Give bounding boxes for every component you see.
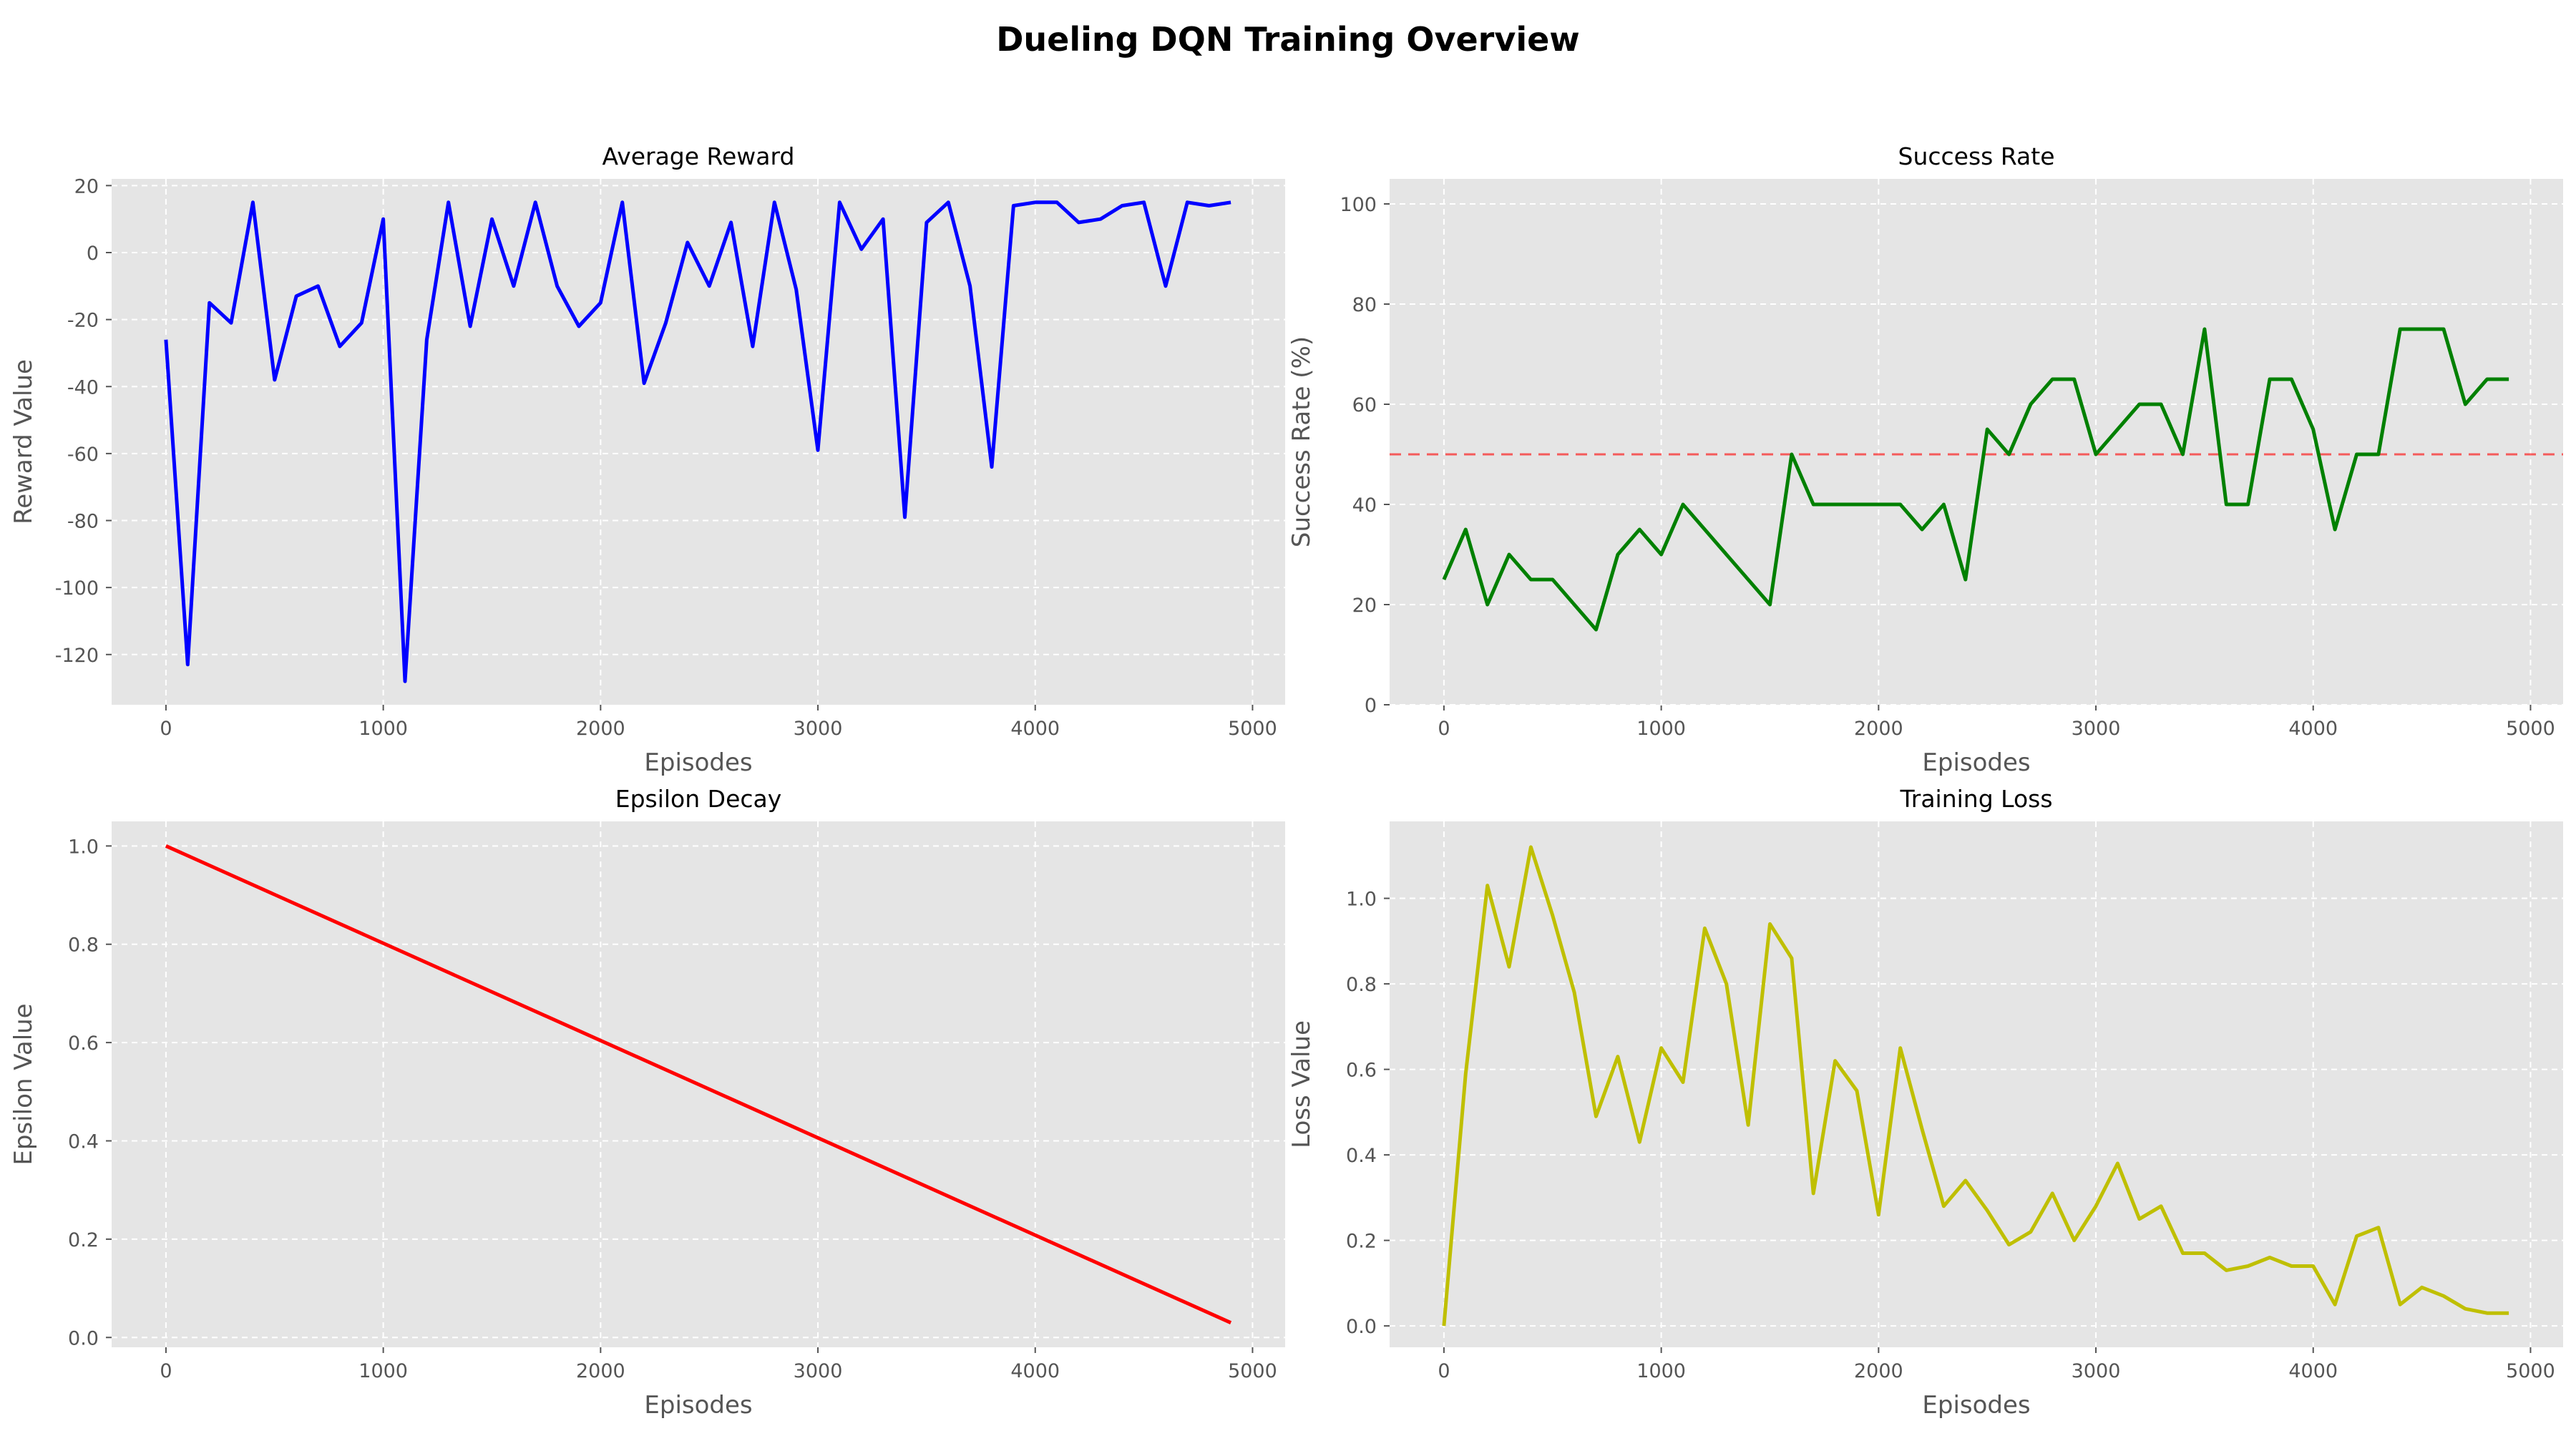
x-tick-label: 0	[1438, 718, 1450, 740]
x-tick-label: 1000	[358, 718, 408, 740]
y-tick-label: -40	[67, 376, 99, 399]
x-tick-label: 1000	[1636, 1360, 1686, 1382]
series-line	[164, 200, 1231, 683]
x-tick-label: 3000	[2072, 1360, 2121, 1382]
x-tick-label: 5000	[1228, 1360, 1277, 1382]
y-tick-label: 0.4	[68, 1130, 99, 1153]
y-tick-label: 0.8	[1346, 974, 1377, 996]
y-axis-label: Epsilon Value	[9, 1003, 38, 1165]
x-tick-label: 0	[160, 718, 172, 740]
y-tick-label: 0.2	[68, 1229, 99, 1251]
y-tick-label: 0.0	[68, 1327, 99, 1349]
y-tick-label: 20	[1352, 595, 1377, 617]
chart-panel-4: 0 1000 2000 3000 4000 5000 0.0 0.2 0.4 0.6 0.8 1.0 T…	[1287, 785, 2563, 1420]
y-tick-label: -80	[67, 511, 99, 533]
panel-title: Average Reward	[602, 142, 795, 170]
y-tick-label: 100	[1340, 194, 1377, 216]
x-tick-label: 0	[1438, 1360, 1450, 1382]
y-tick-label: 0	[1365, 695, 1377, 717]
chart-panel-2: 0 1000 2000 3000 4000 5000 0 20 40 60 80 100 Success…	[1287, 142, 2563, 777]
y-tick-label: -100	[55, 577, 99, 600]
plot-area	[1390, 821, 2563, 1347]
y-tick-label: 0.4	[1346, 1145, 1377, 1167]
y-tick-label: -60	[67, 444, 99, 466]
y-tick-label: 1.0	[68, 836, 99, 858]
x-tick-label: 3000	[794, 718, 843, 740]
y-tick-label: 0.6	[1346, 1060, 1377, 1082]
y-tick-label: 0.0	[1346, 1316, 1377, 1338]
x-tick-label: 3000	[794, 1360, 843, 1382]
y-tick-label: -20	[67, 310, 99, 332]
x-tick-label: 1000	[358, 1360, 408, 1382]
x-axis-label: Episodes	[644, 748, 752, 777]
plot-area	[112, 179, 1285, 705]
y-axis-label: Loss Value	[1287, 1020, 1316, 1148]
y-tick-label: 0.8	[68, 934, 99, 957]
series-line	[165, 844, 1232, 1324]
panel-title: Training Loss	[1899, 785, 2052, 813]
x-axis-label: Episodes	[1922, 1391, 2030, 1420]
y-tick-label: -120	[55, 645, 99, 667]
x-tick-label: 0	[160, 1360, 172, 1382]
x-axis-label: Episodes	[644, 1391, 752, 1420]
x-tick-label: 2000	[1854, 1360, 1903, 1382]
y-tick-label: 0	[87, 243, 99, 265]
y-tick-label: 0.6	[68, 1032, 99, 1055]
x-tick-label: 4000	[1010, 1360, 1060, 1382]
panel-title: Epsilon Decay	[615, 785, 782, 813]
x-tick-label: 3000	[2072, 718, 2121, 740]
x-axis-label: Episodes	[1922, 748, 2030, 777]
series-line	[1442, 845, 2509, 1327]
y-tick-label: 80	[1352, 294, 1377, 316]
x-tick-label: 4000	[2288, 718, 2338, 740]
figure-title: Dueling DQN Training Overview	[996, 20, 1580, 59]
y-tick-label: 20	[74, 175, 99, 197]
x-tick-label: 1000	[1636, 718, 1686, 740]
panel-title: Success Rate	[1898, 142, 2055, 170]
x-tick-label: 5000	[2506, 718, 2555, 740]
plot-area	[1390, 179, 2563, 705]
chart-panel-3: 0 1000 2000 3000 4000 5000 0.0 0.2 0.4 0.6 0.8 1.0 E…	[9, 785, 1285, 1420]
x-tick-label: 5000	[2506, 1360, 2555, 1382]
y-axis-label: Success Rate (%)	[1287, 336, 1316, 547]
series-line	[1442, 327, 2509, 632]
x-tick-label: 2000	[1854, 718, 1903, 740]
x-tick-label: 4000	[2288, 1360, 2338, 1382]
x-tick-label: 5000	[1228, 718, 1277, 740]
x-tick-label: 2000	[576, 718, 625, 740]
x-tick-label: 4000	[1010, 718, 1060, 740]
x-tick-label: 2000	[576, 1360, 625, 1382]
chart-panel-1: 0 1000 2000 3000 4000 5000 -120 -100 -80 -60 -40 -2…	[9, 142, 1285, 777]
y-tick-label: 0.2	[1346, 1231, 1377, 1253]
y-tick-label: 40	[1352, 494, 1377, 517]
y-tick-label: 60	[1352, 394, 1377, 416]
y-tick-label: 1.0	[1346, 889, 1377, 911]
y-axis-label: Reward Value	[9, 359, 38, 524]
